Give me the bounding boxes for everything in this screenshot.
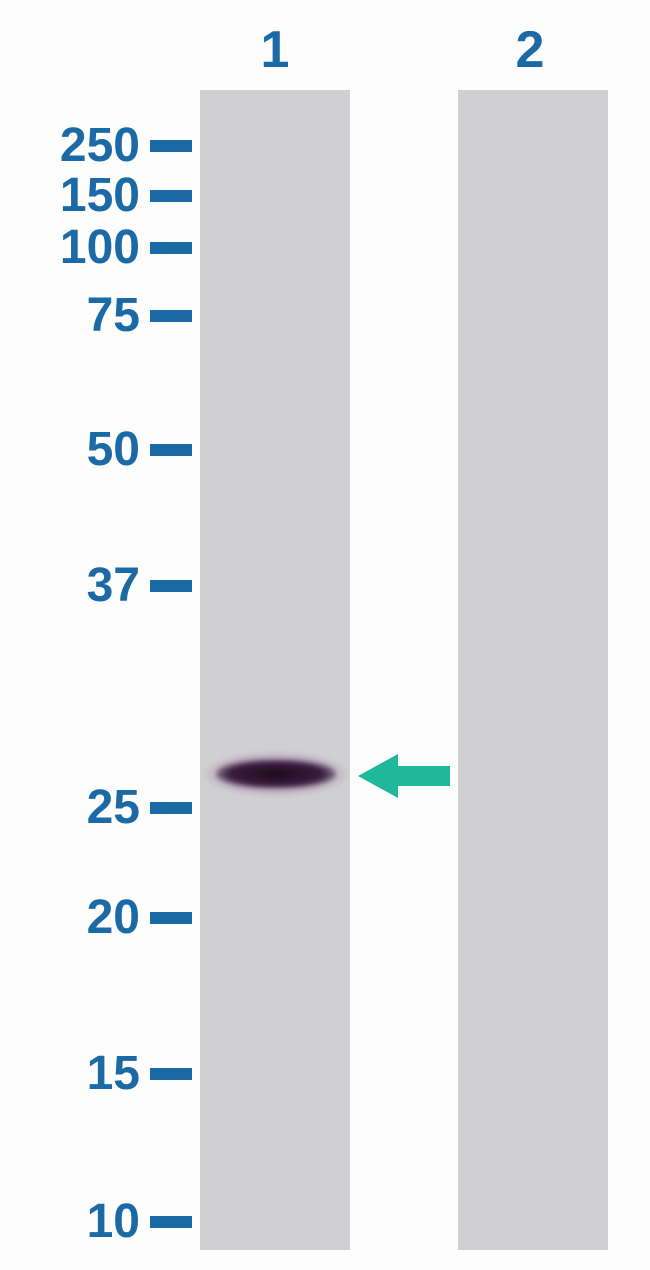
marker-label: 75 xyxy=(87,288,140,343)
marker-label: 50 xyxy=(87,422,140,477)
marker-tick xyxy=(150,444,192,456)
marker-label: 20 xyxy=(87,890,140,945)
marker-label: 37 xyxy=(87,558,140,613)
lane-label-1: 1 xyxy=(261,20,290,80)
arrow-icon xyxy=(358,750,450,802)
marker-label: 100 xyxy=(60,220,140,275)
marker-label: 15 xyxy=(87,1046,140,1101)
marker-label: 150 xyxy=(60,168,140,223)
marker-tick xyxy=(150,242,192,254)
marker-tick xyxy=(150,912,192,924)
marker-tick xyxy=(150,1068,192,1080)
lane-1 xyxy=(200,90,350,1250)
lane-label-2: 2 xyxy=(516,20,545,80)
band-core xyxy=(216,760,336,788)
marker-tick xyxy=(150,802,192,814)
marker-tick xyxy=(150,580,192,592)
marker-tick xyxy=(150,190,192,202)
marker-label: 25 xyxy=(87,780,140,835)
marker-label: 10 xyxy=(87,1194,140,1249)
marker-tick xyxy=(150,1216,192,1228)
marker-label: 250 xyxy=(60,118,140,173)
blot-container: 1 2 250 150 100 75 50 37 25 20 15 10 xyxy=(0,0,650,1270)
marker-tick xyxy=(150,310,192,322)
lane-2 xyxy=(458,90,608,1250)
marker-tick xyxy=(150,140,192,152)
